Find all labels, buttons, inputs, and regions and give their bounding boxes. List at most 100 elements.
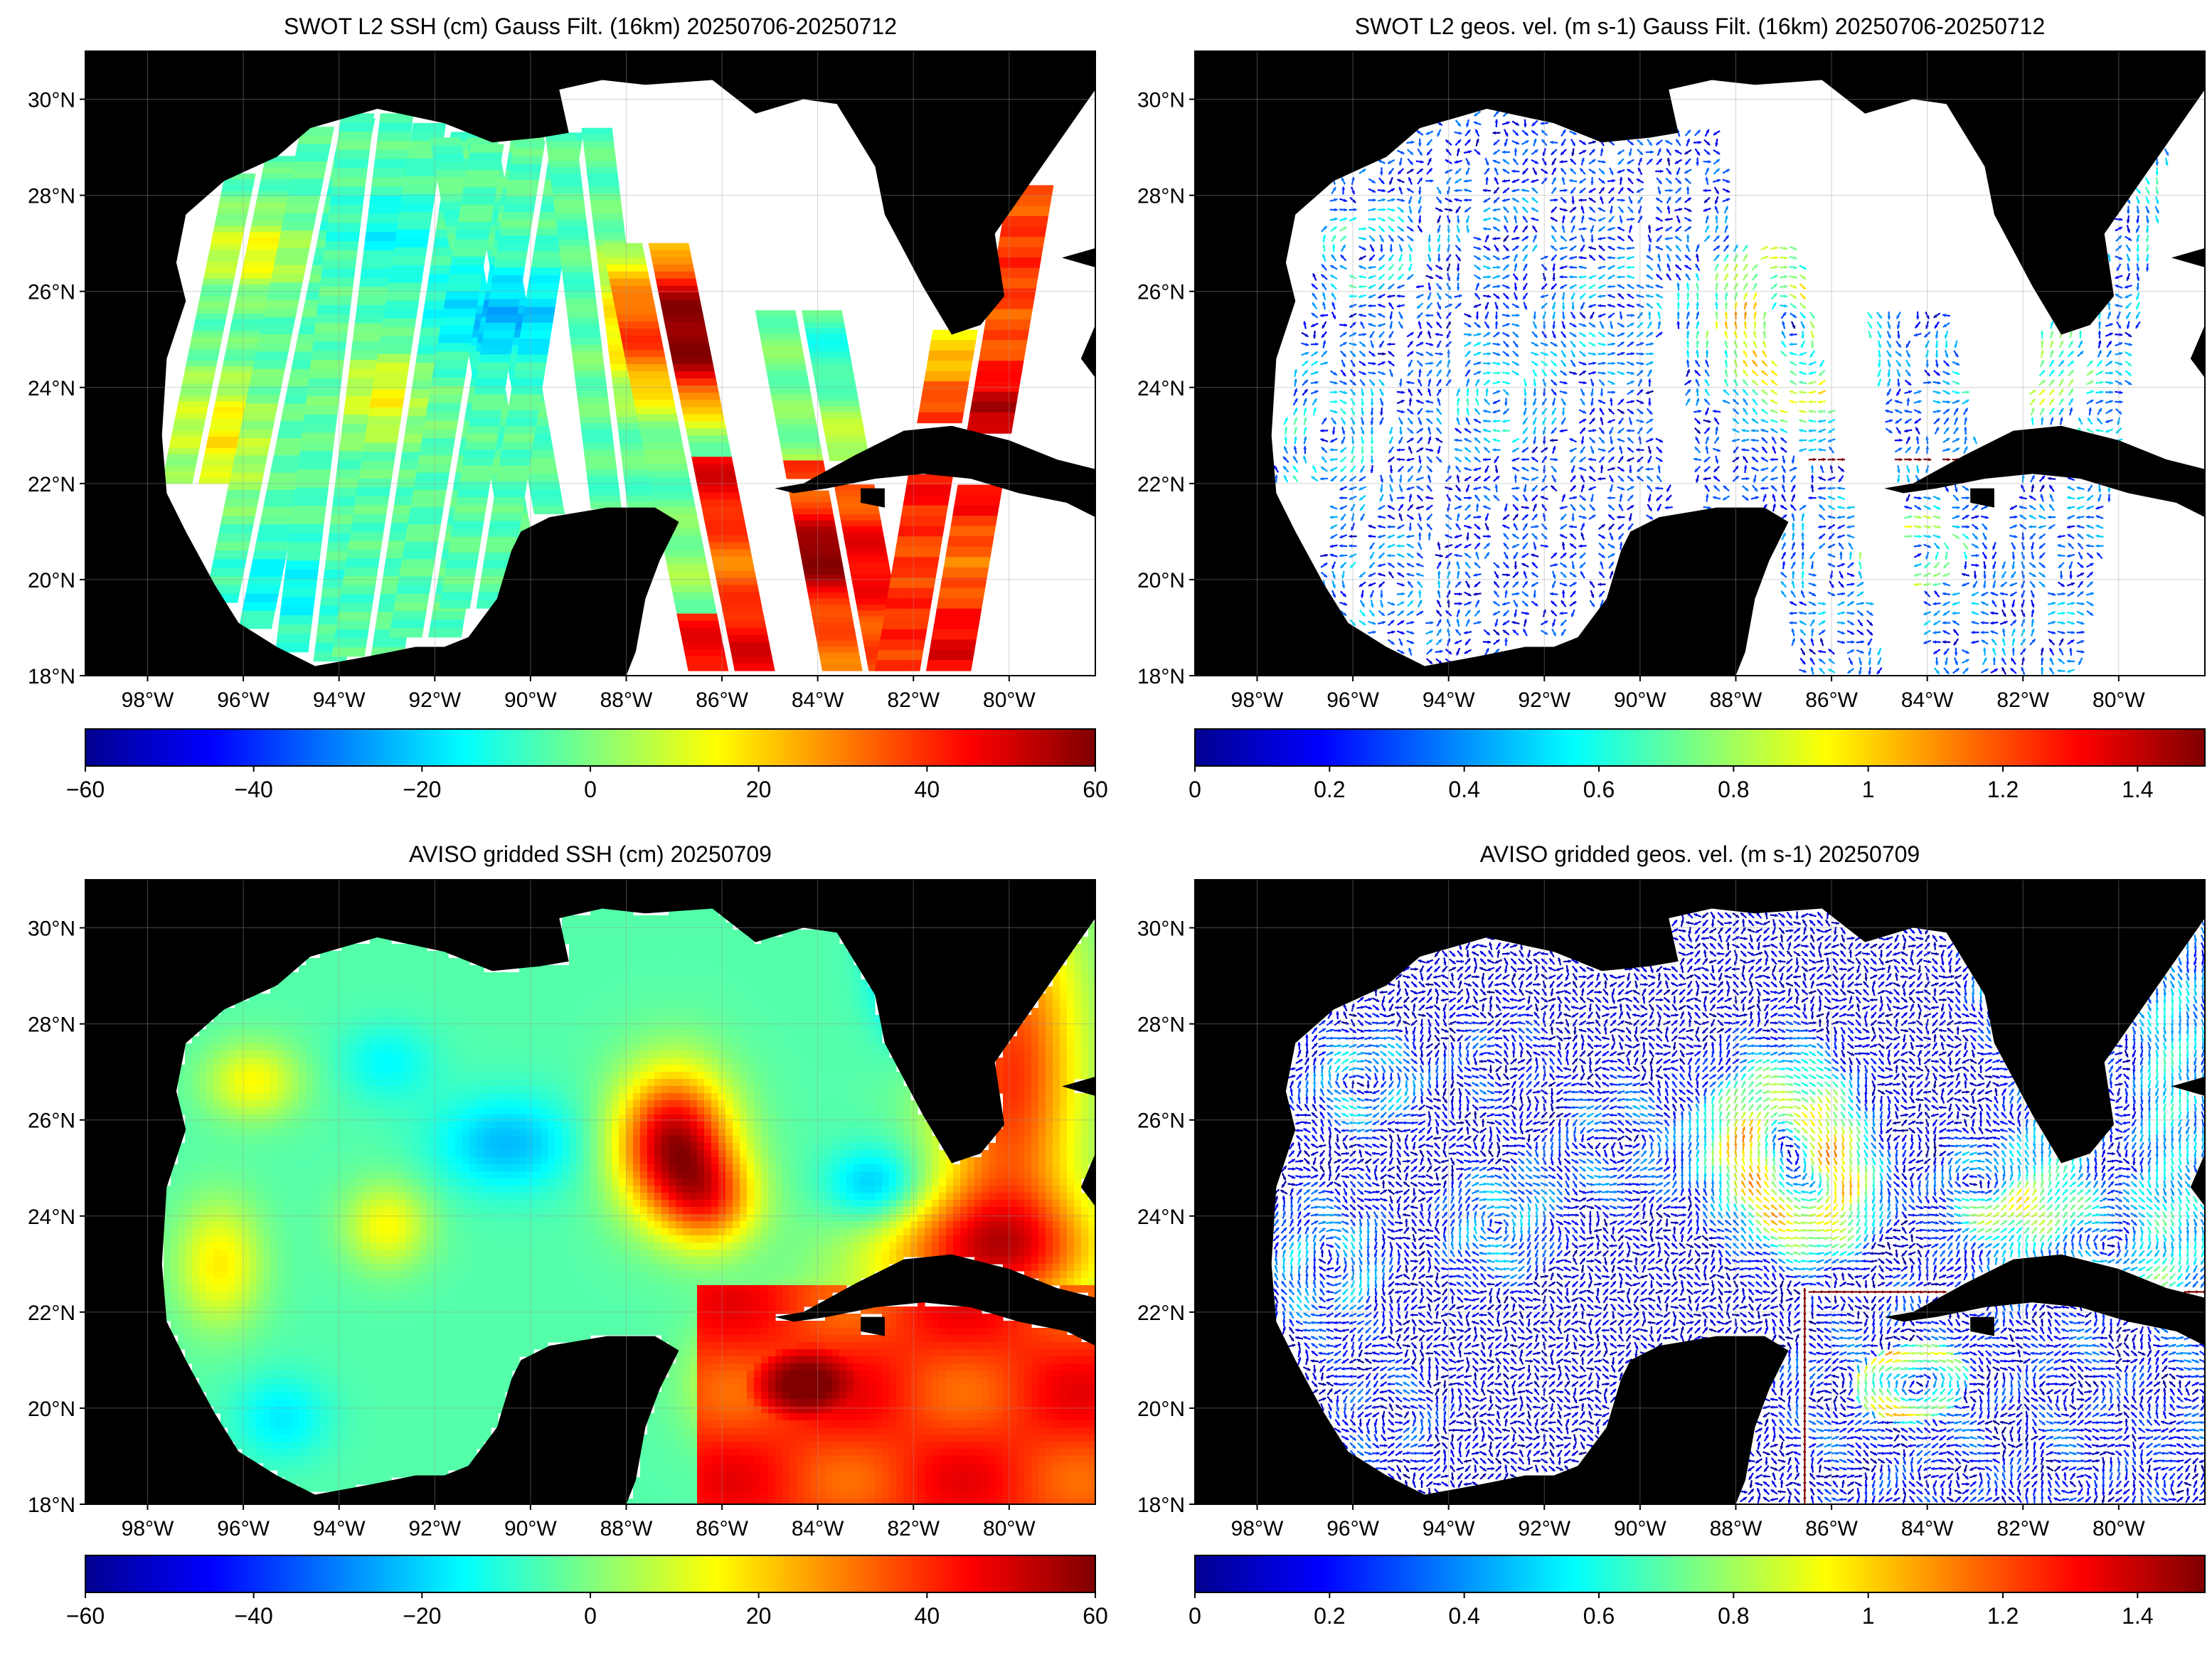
colorbar-tick-label: 0 (1189, 1603, 1201, 1629)
lon-tick-label: 86°W (1805, 1517, 1858, 1540)
lat-tick-label: 20°N (1137, 569, 1185, 592)
lat-tick-label: 24°N (1137, 377, 1185, 400)
lat-tick-label: 22°N (1137, 473, 1185, 496)
lat-tick-label: 26°N (1137, 1109, 1185, 1133)
lon-tick-label: 90°W (1614, 1517, 1666, 1540)
colorbar-tick-label: 1.4 (2122, 1603, 2153, 1629)
colorbar-tick-label: 0.8 (1718, 1603, 1749, 1629)
lon-tick-label: 98°W (1231, 1517, 1284, 1540)
map-panel-swot-vel (1195, 51, 2205, 676)
lon-tick-label: 88°W (1710, 1517, 1762, 1540)
lon-tick-label: 92°W (1518, 1517, 1570, 1540)
lon-tick-label: 96°W (1326, 1517, 1379, 1540)
lat-tick-label: 20°N (1137, 1398, 1185, 1421)
lat-tick-label: 18°N (1137, 665, 1185, 688)
lon-tick-label: 84°W (1901, 688, 1954, 712)
colorbar-tick-label: −20 (403, 777, 441, 802)
map-panel-swot-ssh (85, 51, 1095, 676)
lon-tick-label: 96°W (1326, 688, 1379, 712)
colorbar-tick-label: −20 (403, 1603, 441, 1629)
colorbar-gradient (1195, 729, 2205, 766)
lat-tick-label: 20°N (28, 1398, 75, 1421)
lon-tick-label: 94°W (1423, 688, 1475, 712)
panel-title: SWOT L2 SSH (cm) Gauss Filt. (16km) 2025… (284, 14, 897, 39)
lon-tick-label: 80°W (983, 1517, 1036, 1540)
lat-tick-label: 30°N (1137, 917, 1185, 941)
lat-tick-label: 30°N (1137, 89, 1185, 112)
colorbar-tick-label: 1.2 (1987, 777, 2019, 802)
lon-tick-label: 98°W (122, 688, 174, 712)
map-panel-aviso-vel (1195, 880, 2207, 1504)
colorbar-tick-label: 1.4 (2122, 777, 2153, 802)
lon-tick-label: 82°W (887, 688, 940, 712)
lat-tick-label: 28°N (1137, 185, 1185, 208)
lat-tick-label: 24°N (28, 377, 75, 400)
lon-tick-label: 80°W (2093, 688, 2145, 712)
lat-tick-label: 24°N (28, 1206, 75, 1229)
lat-tick-label: 30°N (28, 89, 75, 112)
lon-tick-label: 94°W (1423, 1517, 1475, 1540)
colorbar-tick-label: 1 (1862, 1603, 1875, 1629)
lat-tick-label: 28°N (28, 1013, 75, 1037)
lon-tick-label: 88°W (1710, 688, 1762, 712)
lon-tick-label: 88°W (600, 1517, 653, 1540)
colorbar-tick-label: 0 (584, 1603, 597, 1629)
colorbar-tick-label: 60 (1083, 777, 1108, 802)
lon-tick-label: 96°W (217, 688, 270, 712)
lon-tick-label: 98°W (122, 1517, 174, 1540)
lon-tick-label: 84°W (1901, 1517, 1954, 1540)
lon-tick-label: 82°W (1996, 688, 2049, 712)
map-panel-aviso-ssh (85, 880, 1096, 1506)
panel-title: AVISO gridded geos. vel. (m s-1) 2025070… (1480, 841, 1920, 867)
lon-tick-label: 86°W (696, 688, 748, 712)
lon-tick-label: 94°W (313, 1517, 366, 1540)
colorbar-gradient (85, 1555, 1095, 1592)
colorbar-tick-label: −40 (235, 1603, 273, 1629)
colorbar-tick-label: 0.2 (1314, 777, 1345, 802)
colorbar-tick-label: 40 (915, 1603, 940, 1629)
lon-tick-label: 90°W (1614, 688, 1666, 712)
lon-tick-label: 86°W (696, 1517, 748, 1540)
colorbar-tick-label: −60 (66, 1603, 105, 1629)
lat-tick-label: 20°N (28, 569, 75, 592)
colorbar-tick-label: 0.4 (1448, 777, 1479, 802)
colorbar-gradient (85, 729, 1095, 766)
lon-tick-label: 98°W (1231, 688, 1284, 712)
colorbar-tick-label: 0 (584, 777, 597, 802)
lon-tick-label: 88°W (600, 688, 653, 712)
lon-tick-label: 86°W (1805, 688, 1858, 712)
colorbar-tick-label: 1 (1862, 777, 1875, 802)
lat-tick-label: 28°N (28, 185, 75, 208)
colorbar-tick-label: 0.6 (1583, 777, 1615, 802)
panel-title: AVISO gridded SSH (cm) 20250709 (409, 841, 772, 867)
colorbar-tick-label: 40 (915, 777, 940, 802)
lon-tick-label: 80°W (983, 688, 1036, 712)
lat-tick-label: 22°N (28, 1302, 75, 1325)
colorbar-tick-label: 20 (746, 1603, 772, 1629)
colorbar-swot-vel: 0 0.2 0.4 0.6 0.8 1 1.2 1.4 (1189, 729, 2205, 802)
lat-tick-label: 30°N (28, 917, 75, 941)
colorbar-tick-label: −40 (235, 777, 273, 802)
colorbar-tick-label: 0.2 (1314, 1603, 1345, 1629)
lon-tick-label: 82°W (887, 1517, 940, 1540)
lon-tick-label: 82°W (1996, 1517, 2049, 1540)
lon-tick-label: 96°W (217, 1517, 270, 1540)
colorbar-tick-label: 0.4 (1448, 1603, 1479, 1629)
lon-tick-label: 92°W (408, 1517, 461, 1540)
lon-tick-label: 90°W (504, 688, 557, 712)
colorbar-aviso-ssh: −60 −40 −20 0 20 40 60 (66, 1555, 1108, 1629)
lat-tick-label: 24°N (1137, 1206, 1185, 1229)
colorbar-tick-label: 1.2 (1987, 1603, 2019, 1629)
lat-tick-label: 26°N (28, 281, 75, 304)
lon-tick-label: 92°W (1518, 688, 1570, 712)
lat-tick-label: 26°N (28, 1109, 75, 1133)
colorbar-tick-label: 0.8 (1718, 777, 1749, 802)
colorbar-tick-label: 60 (1083, 1603, 1108, 1629)
lon-tick-label: 84°W (792, 688, 844, 712)
lon-tick-label: 94°W (313, 688, 366, 712)
colorbar-tick-label: 0 (1189, 777, 1201, 802)
panel-title: SWOT L2 geos. vel. (m s-1) Gauss Filt. (… (1355, 14, 2046, 39)
